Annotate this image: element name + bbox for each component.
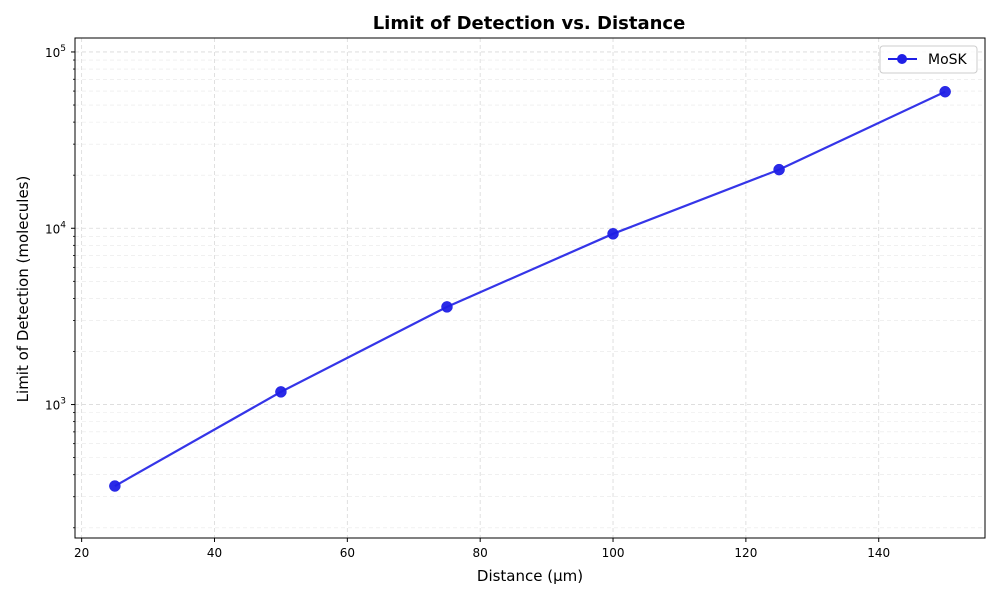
y-tick-label: 104 (45, 220, 66, 236)
x-tick-label: 120 (734, 546, 757, 560)
data-point (607, 228, 619, 240)
series-layer (109, 85, 951, 492)
x-tick-label: 40 (207, 546, 222, 560)
data-point (275, 386, 287, 398)
x-tick-label: 80 (473, 546, 488, 560)
x-tick-label: 140 (867, 546, 890, 560)
plot-area-frame (74, 37, 986, 539)
x-tick-label: 100 (602, 546, 625, 560)
legend: MoSK (879, 45, 978, 74)
x-tick-label: 60 (340, 546, 355, 560)
grid-lines (75, 38, 985, 538)
y-tick-label: 105 (45, 44, 66, 60)
data-point (441, 301, 453, 313)
y-axis-label: Limit of Detection (molecules) (14, 176, 32, 403)
legend-marker-mosk (897, 54, 907, 64)
y-tick-label: 103 (45, 397, 66, 413)
legend-label-mosk: MoSK (928, 52, 968, 68)
x-axis-label: Distance (μm) (477, 567, 583, 585)
chart-title: Limit of Detection vs. Distance (373, 13, 686, 34)
data-point (939, 85, 951, 98)
series-line-mosk (114, 90, 946, 487)
data-point (109, 480, 121, 492)
data-point (773, 163, 785, 176)
axis-ticks: 20 40 60 80 100 120 140 103 104 105 (45, 44, 890, 560)
legend-box (879, 45, 978, 74)
x-tick-label: 20 (74, 546, 89, 560)
